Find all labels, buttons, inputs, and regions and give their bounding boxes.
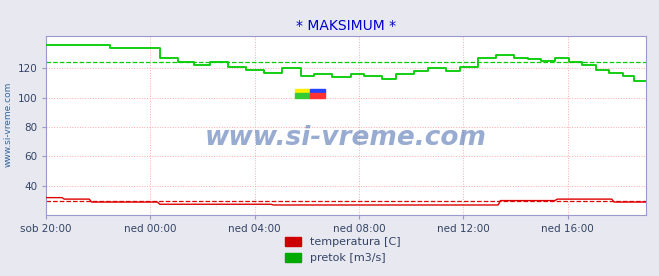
Title: * MAKSIMUM *: * MAKSIMUM * <box>296 19 396 33</box>
Legend: temperatura [C], pretok [m3/s]: temperatura [C], pretok [m3/s] <box>280 232 405 268</box>
Bar <box>295 89 310 93</box>
Text: www.si-vreme.com: www.si-vreme.com <box>205 125 487 151</box>
Bar <box>310 89 325 93</box>
Bar <box>310 93 325 98</box>
Bar <box>295 93 310 98</box>
Text: www.si-vreme.com: www.si-vreme.com <box>3 81 13 167</box>
